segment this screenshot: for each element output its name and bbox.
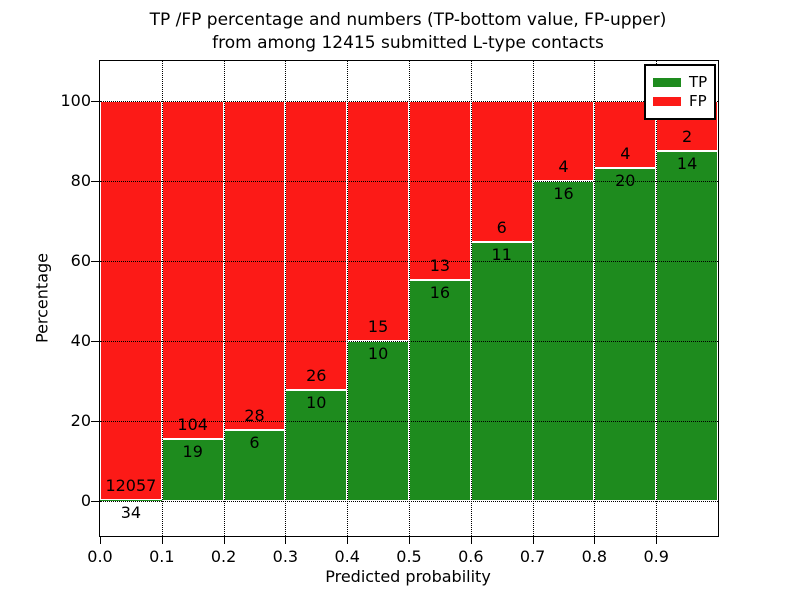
x-tick-label: 0.3 <box>272 547 299 566</box>
x-tick <box>223 537 225 544</box>
gridline-v <box>532 61 534 536</box>
bar-label-tp: 16 <box>429 283 451 303</box>
x-tick-label: 0.0 <box>87 547 113 566</box>
y-tick-label: 20 <box>70 411 91 430</box>
chart-title-line1: TP /FP percentage and numbers (TP-bottom… <box>149 10 667 30</box>
bar-segment-tp <box>285 389 348 501</box>
gridline-v <box>470 61 472 536</box>
bar-segment-tp <box>470 242 533 501</box>
y-tick <box>91 261 99 262</box>
y-tick-label: 40 <box>70 331 91 350</box>
bar-label-fp: 28 <box>244 406 265 426</box>
y-tick <box>91 421 99 422</box>
x-tick <box>656 537 658 544</box>
x-tick <box>100 537 101 544</box>
bar-label-tp: 16 <box>553 184 574 203</box>
bar-segment-tp <box>656 151 718 501</box>
legend-swatch-tp <box>653 78 681 87</box>
legend-label: FP <box>689 92 707 110</box>
bar-label-fp: 12057 <box>105 475 157 495</box>
x-tick <box>470 537 472 544</box>
x-tick-label: 0.4 <box>334 547 360 566</box>
bar-label-fp: 4 <box>558 157 569 176</box>
bar-label-tp: 10 <box>306 392 327 412</box>
legend-item: FP <box>653 93 707 110</box>
x-axis-label: Predicted probability <box>325 567 491 586</box>
gridline-v <box>347 61 349 536</box>
bar-segment-fp <box>100 101 162 500</box>
chart-title-line2: from among 12415 submitted L-type contac… <box>212 33 604 53</box>
x-tick-label: 0.7 <box>519 547 546 566</box>
gridline-v <box>656 61 658 536</box>
bar-segment-tp <box>100 499 162 501</box>
bar-label-tp: 19 <box>182 442 203 462</box>
x-tick <box>161 537 163 544</box>
bar-segment-fp <box>223 101 286 431</box>
bar-segment-tp <box>223 430 286 501</box>
gridline-v <box>223 61 225 536</box>
bar-label-tp: 6 <box>249 433 260 453</box>
bar-label-fp: 104 <box>177 415 208 435</box>
bar-segment-fp <box>409 101 471 281</box>
gridline-v <box>594 61 596 536</box>
bar-label-tp: 10 <box>367 344 389 363</box>
x-tick-label: 0.1 <box>149 547 175 566</box>
y-tick <box>91 181 99 182</box>
y-tick-label: 100 <box>60 91 91 110</box>
legend-item: TP <box>653 74 707 91</box>
bar-segment-tp <box>594 167 657 501</box>
legend: TP FP <box>644 64 716 120</box>
x-tick <box>532 537 534 544</box>
gridline-v <box>409 61 410 536</box>
y-tick-label: 80 <box>70 171 91 190</box>
x-tick-label: 0.6 <box>458 547 484 566</box>
y-tick <box>91 101 99 102</box>
bar-label-tp: 14 <box>676 154 698 173</box>
bar-label-fp: 13 <box>429 256 451 276</box>
gridline-v <box>285 61 287 536</box>
y-tick-label: 0 <box>80 491 91 510</box>
bar-segment-fp <box>285 101 348 390</box>
x-tick <box>347 537 349 544</box>
y-tick-label: 60 <box>70 251 91 270</box>
x-tick-label: 0.9 <box>643 547 669 566</box>
chart-title: TP /FP percentage and numbers (TP-bottom… <box>99 9 717 55</box>
bar-segment-fp <box>347 101 409 341</box>
x-tick <box>409 537 410 544</box>
x-tick-label: 0.8 <box>581 547 608 566</box>
bar-label-tp: 34 <box>120 502 142 522</box>
y-tick <box>91 341 99 342</box>
bar-label-fp: 2 <box>682 127 693 146</box>
bar-label-fp: 26 <box>306 365 327 385</box>
x-tick <box>594 537 596 544</box>
bar-segment-fp <box>161 101 224 440</box>
bar-label-fp: 4 <box>620 143 631 163</box>
x-tick-label: 0.2 <box>210 547 237 566</box>
bar-segment-tp <box>409 280 471 501</box>
x-tick-label: 0.5 <box>396 547 422 566</box>
gridline-v <box>161 61 163 536</box>
plot-area: 12057 34 104 19 28 6 26 10 15 10 13 16 6 11 4 16 4 20 2 14 0… <box>60 60 719 566</box>
legend-label: TP <box>689 73 708 91</box>
bar-label-tp: 20 <box>615 170 636 190</box>
legend-swatch-fp <box>653 97 681 106</box>
y-tick <box>91 501 99 502</box>
x-tick <box>285 537 287 544</box>
bar-label-fp: 15 <box>367 317 389 336</box>
bar-label-tp: 11 <box>491 245 512 265</box>
bar-label-fp: 6 <box>496 218 507 238</box>
